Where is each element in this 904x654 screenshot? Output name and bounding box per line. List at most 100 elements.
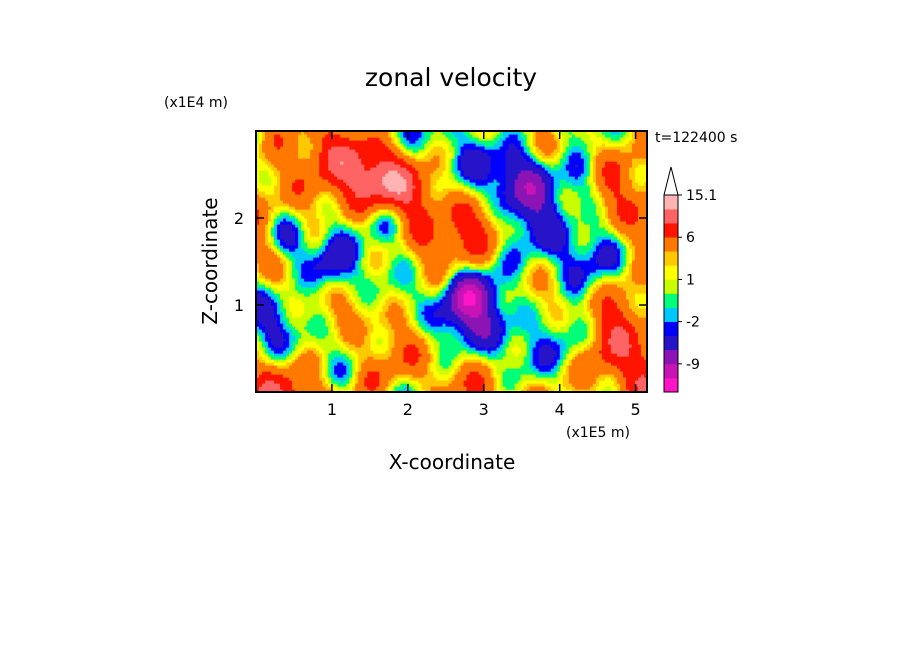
field-cell: [268, 311, 272, 315]
field-cell: [442, 341, 447, 345]
field-cell: [451, 299, 456, 303]
field-cell: [451, 305, 456, 309]
field-cell: [613, 374, 618, 378]
field-cell: [316, 314, 320, 318]
field-cell: [400, 362, 404, 366]
field-cell: [469, 335, 474, 339]
field-cell: [520, 359, 525, 363]
field-cell: [466, 329, 471, 333]
field-cell: [613, 320, 618, 324]
field-cell: [484, 278, 489, 282]
field-cell: [286, 335, 290, 339]
field-cell: [505, 329, 510, 333]
field-cell: [430, 359, 435, 363]
field-cell: [589, 326, 594, 330]
field-cell: [505, 281, 510, 285]
field-cell: [295, 347, 299, 351]
field-cell: [619, 332, 624, 336]
field-cell: [439, 383, 444, 387]
field-cell: [385, 317, 389, 321]
field-cell: [385, 341, 389, 345]
field-cell: [565, 299, 570, 303]
field-cell: [301, 323, 305, 327]
field-cell: [607, 278, 612, 282]
field-cell: [580, 347, 585, 351]
field-cell: [274, 278, 278, 282]
field-cell: [565, 350, 570, 354]
field-cell: [364, 314, 368, 318]
field-cell: [256, 293, 260, 297]
field-cell: [379, 329, 383, 333]
field-cell: [559, 335, 564, 339]
field-cell: [298, 281, 302, 285]
field-cell: [526, 290, 531, 294]
field-cell: [574, 344, 579, 348]
field-cell: [529, 389, 534, 392]
field-cell: [562, 338, 567, 342]
field-cell: [271, 305, 275, 309]
field-cell: [565, 326, 570, 330]
field-cell: [283, 380, 287, 384]
field-cell: [460, 287, 465, 291]
field-cell: [565, 311, 570, 315]
field-cell: [325, 386, 329, 390]
field-cell: [406, 287, 410, 291]
field-cell: [265, 359, 269, 363]
field-cell: [436, 338, 441, 342]
field-cell: [613, 359, 618, 363]
field-cell: [487, 293, 492, 297]
field-cell: [397, 281, 401, 285]
field-cell: [613, 317, 618, 321]
field-cell: [628, 365, 633, 369]
field-cell: [349, 329, 353, 333]
field-cell: [544, 311, 549, 315]
field-cell: [442, 386, 447, 390]
field-cell: [514, 320, 519, 324]
field-cell: [610, 368, 615, 372]
field-cell: [490, 335, 495, 339]
field-cell: [496, 380, 501, 384]
field-cell: [529, 299, 534, 303]
field-cell: [334, 314, 338, 318]
field-cell: [358, 368, 362, 372]
field-cell: [307, 299, 311, 303]
field-cell: [454, 302, 459, 306]
field-cell: [610, 353, 615, 357]
field-cell: [439, 350, 444, 354]
field-cell: [262, 290, 266, 294]
field-cell: [370, 350, 374, 354]
field-cell: [364, 377, 368, 381]
field-cell: [442, 350, 447, 354]
field-cell: [628, 317, 633, 321]
field-cell: [571, 290, 576, 294]
field-cell: [328, 386, 332, 390]
field-cell: [385, 281, 389, 285]
field-cell: [328, 359, 332, 363]
field-cell: [436, 326, 441, 330]
field-cell: [532, 281, 537, 285]
field-cell: [271, 320, 275, 324]
field-cell: [295, 284, 299, 288]
field-cell: [436, 353, 441, 357]
field-cell: [403, 290, 407, 294]
field-cell: [262, 332, 266, 336]
field-cell: [526, 299, 531, 303]
field-cell: [334, 281, 338, 285]
field-cell: [355, 311, 359, 315]
field-cell: [487, 323, 492, 327]
field-cell: [595, 335, 600, 339]
field-cell: [637, 326, 642, 330]
field-cell: [625, 293, 630, 297]
field-cell: [352, 308, 356, 312]
field-cell: [508, 350, 513, 354]
field-cell: [406, 335, 410, 339]
field-cell: [463, 281, 468, 285]
field-cell: [430, 293, 435, 297]
field-cell: [484, 308, 489, 312]
field-cell: [304, 299, 308, 303]
field-cell: [352, 362, 356, 366]
field-cell: [259, 290, 263, 294]
field-cell: [583, 305, 588, 309]
field-cell: [622, 305, 627, 309]
field-cell: [388, 320, 392, 324]
